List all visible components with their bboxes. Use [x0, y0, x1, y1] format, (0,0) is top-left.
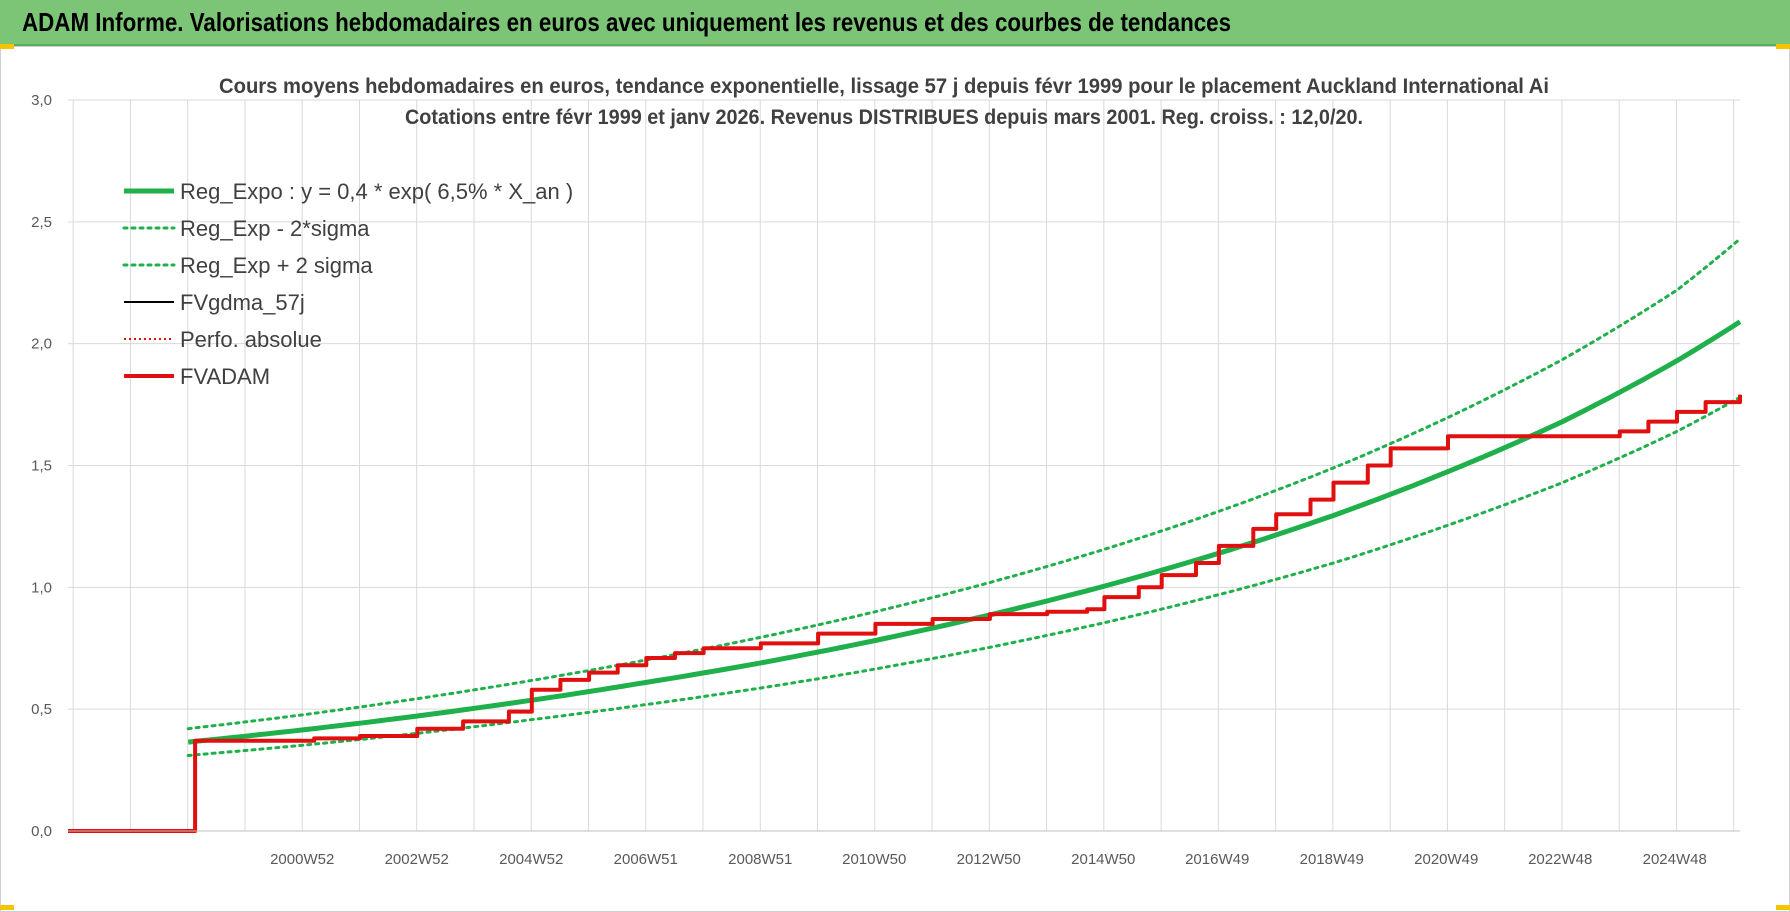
series-line-5: [68, 394, 1742, 833]
x-tick-label: 2008W51: [728, 851, 792, 868]
y-tick-label: 3,0: [31, 92, 52, 109]
y-tick-label: 0,5: [31, 701, 52, 718]
x-tick-label: 2000W52: [270, 851, 334, 868]
legend-label: Perfo. absolue: [180, 327, 322, 352]
series-line-2: [186, 237, 1742, 731]
series-layer: [68, 237, 1742, 833]
series-line-0: [187, 319, 1742, 745]
x-tick-label: 2010W50: [842, 851, 906, 868]
corner-marker: [0, 44, 14, 49]
x-tick-label: 2002W52: [385, 851, 449, 868]
x-tick-label: 2012W50: [957, 851, 1021, 868]
legend-label: FVADAM: [180, 364, 270, 389]
x-tick-label: 2004W52: [499, 851, 563, 868]
legend-label: Reg_Exp + 2 sigma: [180, 253, 373, 278]
x-tick-label: 2020W49: [1414, 851, 1478, 868]
legend: Reg_Expo : y = 0,4 * exp( 6,5% * X_an ) R…: [122, 179, 573, 389]
y-tick-label: 2,5: [31, 214, 52, 231]
x-tick-label: 2018W49: [1300, 851, 1364, 868]
page-title: ADAM Informe. Valorisations hebdomadaire…: [22, 7, 1232, 37]
x-tick-label: 2024W48: [1643, 851, 1707, 868]
header-bar: ADAM Informe. Valorisations hebdomadaire…: [0, 0, 1790, 46]
corner-marker: [1776, 44, 1790, 49]
x-tick-label: 2022W48: [1528, 851, 1592, 868]
legend-label: Reg_Exp - 2*sigma: [180, 216, 370, 241]
series-line-1: [186, 395, 1742, 757]
series-line-3: [68, 394, 1741, 832]
y-tick-label: 0,0: [31, 823, 52, 840]
y-tick-label: 1,0: [31, 579, 52, 596]
chart-subtitle: Cotations entre févr 1999 et janv 2026. …: [405, 106, 1363, 129]
grid: [68, 99, 1740, 832]
x-tick-label: 2016W49: [1185, 851, 1249, 868]
x-tick-label: 2014W50: [1071, 851, 1135, 868]
axis-layer: 0,0 0,5 1,0 1,5 2,0 2,5 3,0 2000W52 2002W52 2004W…: [31, 92, 1740, 868]
legend-label: Reg_Expo : y = 0,4 * exp( 6,5% * X_an ): [180, 179, 573, 204]
x-tick-label: 2006W51: [614, 851, 678, 868]
legend-label: FVgdma_57j: [180, 290, 305, 315]
y-tick-label: 2,0: [31, 336, 52, 353]
corner-marker: [0, 905, 14, 910]
corner-marker: [1776, 905, 1790, 910]
chart-title: Cours moyens hebdomadaires en euros, ten…: [219, 75, 1549, 98]
y-tick-label: 1,5: [31, 458, 52, 475]
